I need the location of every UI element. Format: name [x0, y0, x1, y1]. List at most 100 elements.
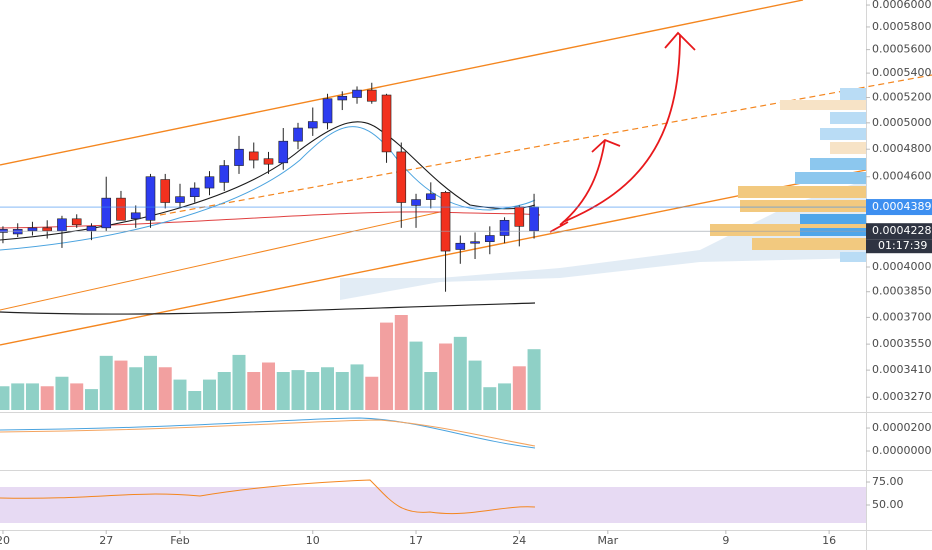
volume-bar — [99, 355, 113, 410]
ma-line — [0, 211, 541, 229]
volume-bar — [453, 336, 467, 410]
volume-bar — [424, 372, 438, 410]
candle-body — [130, 212, 141, 220]
volume-bar — [217, 372, 231, 410]
volume-bar — [512, 366, 526, 410]
price-tag-label: 0.0004389 — [872, 200, 932, 213]
volume-bar — [291, 370, 305, 410]
candle-body — [145, 176, 156, 221]
candle-body — [189, 187, 200, 197]
volume-bar — [394, 315, 408, 410]
volume-bar — [468, 360, 482, 410]
candle-body — [71, 218, 82, 226]
volume-bar — [350, 364, 364, 410]
candle-body — [411, 199, 421, 206]
volume-bar — [158, 367, 172, 410]
ema-line — [0, 121, 536, 241]
channel-lower — [0, 169, 867, 346]
candle-body — [101, 197, 112, 229]
y-tick-label: 0.0004000 — [872, 260, 932, 273]
candle-body — [248, 151, 259, 161]
y-tick-label: 0.0003410 — [872, 363, 932, 376]
volume-bar — [247, 372, 261, 410]
y-tick-label: 0.0000000 — [872, 444, 932, 457]
candle-body — [529, 206, 539, 232]
volume-bar — [114, 360, 128, 410]
channel-mid — [159, 74, 932, 216]
volume-bar — [25, 383, 39, 410]
y-tick-label: 75.00 — [872, 475, 904, 488]
candle-body — [366, 89, 377, 102]
macd-line — [0, 417, 536, 449]
y-tick-label: 50.00 — [872, 498, 904, 511]
rsi-line — [0, 479, 536, 515]
x-tick-label: 10 — [306, 534, 320, 547]
candle-body — [12, 229, 23, 235]
price-tag-label: 0.0004228 — [872, 224, 932, 237]
ma-line — [0, 211, 441, 311]
volume-bar — [276, 372, 290, 410]
volume-bar — [335, 372, 349, 410]
candle-body — [175, 196, 185, 203]
y-tick-label: 0.0005200 — [872, 91, 932, 104]
arrow-annotation — [562, 31, 696, 223]
volume-bar — [527, 349, 541, 410]
volume-bar — [409, 341, 423, 410]
volume-bar — [0, 386, 10, 410]
volume-bar — [365, 376, 379, 410]
arrow-annotation — [549, 138, 621, 233]
candle-body — [278, 140, 289, 164]
candle-body — [204, 176, 215, 189]
y-tick-label: 0.0006000 — [872, 0, 932, 11]
volume-bar — [173, 379, 187, 410]
y-tick-label: 0.0003550 — [872, 337, 932, 350]
candle-body — [352, 89, 362, 98]
ema-line — [0, 126, 536, 251]
volume-bar — [202, 379, 216, 410]
volume-bar — [232, 354, 246, 410]
y-tick-label: 0.0005600 — [872, 43, 932, 56]
volume-bar — [70, 383, 84, 410]
volume-bar — [11, 383, 25, 410]
countdown-tag — [866, 239, 932, 254]
ma-line — [0, 302, 536, 315]
x-tick-label: 20 — [0, 534, 10, 547]
volume-bar — [143, 355, 157, 410]
y-tick-label: 0.0003850 — [872, 285, 932, 298]
candle-body — [440, 192, 451, 252]
volume-bar — [321, 367, 335, 410]
y-tick-label: 0.0003270 — [872, 390, 932, 403]
x-tick-label: 27 — [99, 534, 113, 547]
candle-body — [322, 98, 333, 124]
y-tick-label: 0.0005000 — [872, 116, 932, 129]
candle-body — [234, 148, 244, 166]
candle-body — [425, 193, 436, 200]
candle-body — [0, 229, 8, 233]
y-tick-label: 0.0005800 — [872, 20, 932, 33]
x-tick-label: 9 — [722, 534, 729, 547]
candle-body — [337, 95, 348, 101]
candle-body — [263, 158, 274, 165]
volume-bar — [483, 387, 497, 410]
candle-body — [307, 121, 318, 129]
x-tick-label: 24 — [512, 534, 526, 547]
volume-bar — [84, 389, 98, 410]
candle-body — [455, 242, 466, 250]
volume-bar — [55, 376, 69, 410]
volume-bar — [40, 386, 54, 410]
candle-body — [42, 227, 53, 232]
candle-body — [57, 218, 67, 232]
y-tick-label: 0.0004600 — [872, 170, 932, 183]
candle-body — [514, 206, 525, 227]
volume-bar — [498, 383, 512, 410]
candle-body — [396, 151, 407, 203]
candle-body — [470, 241, 480, 244]
candle-body — [219, 165, 230, 183]
volume-bar — [380, 322, 394, 410]
candle-body — [381, 94, 392, 153]
volume-bar — [188, 391, 202, 410]
x-tick-label: 16 — [822, 534, 836, 547]
macd-signal — [0, 419, 536, 447]
